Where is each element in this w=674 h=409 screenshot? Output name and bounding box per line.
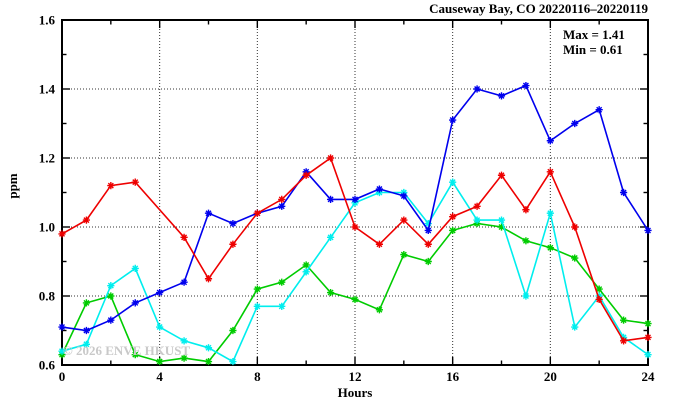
x-tick-label: 24 [642, 369, 656, 384]
y-tick-label: 1.2 [39, 151, 55, 166]
stats-annotation: Max = 1.41 Min = 0.61 [563, 27, 625, 57]
series-red-line [61, 156, 649, 342]
y-axis-label: ppm [5, 173, 20, 199]
min-annotation: Min = 0.61 [563, 42, 623, 57]
y-tick-label: 0.6 [39, 358, 56, 373]
series-red-markers [58, 154, 652, 345]
x-tick-label: 4 [156, 369, 163, 384]
max-annotation: Max = 1.41 [563, 27, 625, 42]
x-tick-label: 20 [544, 369, 557, 384]
watermark: © 2026 ENVE HKUST [63, 343, 191, 358]
x-tick-label: 0 [59, 369, 66, 384]
y-tick-label: 1.0 [39, 220, 55, 235]
plot-border [61, 19, 649, 366]
chart-title: Causeway Bay, CO 20220116–20220119 [429, 1, 648, 16]
y-tick-label: 1.6 [39, 13, 56, 28]
x-axis-label: Hours [337, 385, 373, 400]
y-tick-label: 0.8 [39, 289, 56, 304]
series-green-line [61, 222, 649, 363]
x-tick-label: 12 [349, 369, 362, 384]
x-tick-label: 16 [446, 369, 460, 384]
y-tick-label: 1.4 [39, 82, 56, 97]
x-tick-label: 8 [254, 369, 261, 384]
